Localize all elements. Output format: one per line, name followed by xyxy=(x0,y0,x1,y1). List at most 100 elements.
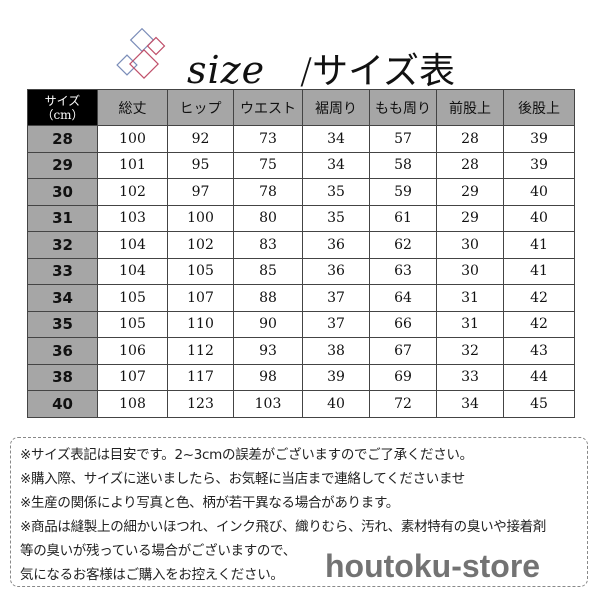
size-table: サイズ （cm） 総丈 ヒップ ウエスト 裾周り もも周り 前股上 後股上 28 1… xyxy=(27,89,575,418)
measurement-cell: 31 xyxy=(436,310,504,338)
measurement-cell: 44 xyxy=(503,363,575,391)
measurement-cell: 102 xyxy=(97,178,168,206)
diamond-logo-icon xyxy=(116,27,166,79)
measurement-cell: 40 xyxy=(503,178,575,206)
size-cell: 34 xyxy=(27,284,98,312)
measurement-cell: 103 xyxy=(97,204,168,232)
measurement-cell: 104 xyxy=(97,231,168,259)
measurement-cell: 100 xyxy=(167,204,234,232)
column-header: 前股上 xyxy=(436,89,504,126)
note-line: 気になるお客様はご購入をお控えください。 xyxy=(20,567,284,583)
measurement-cell: 37 xyxy=(302,310,370,338)
size-cell: 36 xyxy=(27,337,98,365)
measurement-cell: 108 xyxy=(97,390,168,418)
measurement-cell: 31 xyxy=(436,284,504,312)
measurement-cell: 117 xyxy=(167,363,234,391)
title-japanese: /サイズ表 xyxy=(300,52,455,92)
size-cell: 32 xyxy=(27,231,98,259)
table-row: 31 103 100 80 35 61 29 40 xyxy=(27,204,575,232)
measurement-cell: 28 xyxy=(436,151,504,179)
note-line: ※生産の関係により写真と色、柄が若干異なる場合があります。 xyxy=(20,495,399,511)
measurement-cell: 40 xyxy=(503,204,575,232)
size-header-line2: （cm） xyxy=(41,107,84,122)
measurement-cell: 30 xyxy=(436,257,504,285)
measurement-cell: 39 xyxy=(503,125,575,153)
table-body: 28 100 92 73 34 57 28 39 29 101 95 75 34 58 28 39 30 102 9… xyxy=(27,125,575,418)
measurement-cell: 78 xyxy=(233,178,303,206)
measurement-cell: 107 xyxy=(167,284,234,312)
size-chart-title: size /サイズ表 xyxy=(0,22,600,92)
measurement-cell: 32 xyxy=(436,337,504,365)
measurement-cell: 85 xyxy=(233,257,303,285)
measurement-cell: 73 xyxy=(233,125,303,153)
measurement-cell: 57 xyxy=(369,125,437,153)
measurement-cell: 41 xyxy=(503,231,575,259)
table-row: 28 100 92 73 34 57 28 39 xyxy=(27,125,575,153)
measurement-cell: 39 xyxy=(503,151,575,179)
measurement-cell: 80 xyxy=(233,204,303,232)
column-header: 裾周り xyxy=(302,89,370,126)
measurement-cell: 88 xyxy=(233,284,303,312)
measurement-cell: 93 xyxy=(233,337,303,365)
table-row: 29 101 95 75 34 58 28 39 xyxy=(27,151,575,179)
measurement-cell: 59 xyxy=(369,178,437,206)
measurement-cell: 66 xyxy=(369,310,437,338)
measurement-cell: 69 xyxy=(369,363,437,391)
measurement-cell: 58 xyxy=(369,151,437,179)
measurement-cell: 43 xyxy=(503,337,575,365)
title-japanese-text: サイズ表 xyxy=(312,51,456,92)
measurement-cell: 92 xyxy=(167,125,234,153)
column-header: ウエスト xyxy=(233,89,303,126)
table-row: 34 105 107 88 37 64 31 42 xyxy=(27,284,575,312)
measurement-cell: 45 xyxy=(503,390,575,418)
measurement-cell: 42 xyxy=(503,284,575,312)
measurement-cell: 38 xyxy=(302,337,370,365)
title-separator: / xyxy=(300,51,313,92)
measurement-cell: 90 xyxy=(233,310,303,338)
measurement-cell: 42 xyxy=(503,310,575,338)
size-cell: 40 xyxy=(27,390,98,418)
measurement-cell: 112 xyxy=(167,337,234,365)
title-script: size xyxy=(187,48,266,92)
note-line: ※商品は縫製上の細かいほつれ、インク飛び、織りむら、汚れ、素材特有の臭いや接着剤 xyxy=(20,519,547,535)
note-line: 等の臭いが残っている場合がございますので、 xyxy=(20,543,296,559)
measurement-cell: 40 xyxy=(302,390,370,418)
measurement-cell: 29 xyxy=(436,204,504,232)
measurement-cell: 34 xyxy=(302,151,370,179)
measurement-cell: 97 xyxy=(167,178,234,206)
measurement-cell: 37 xyxy=(302,284,370,312)
size-cell: 28 xyxy=(27,125,98,153)
size-cell: 35 xyxy=(27,310,98,338)
measurement-cell: 100 xyxy=(97,125,168,153)
column-header: もも周り xyxy=(369,89,437,126)
measurement-cell: 110 xyxy=(167,310,234,338)
measurement-cell: 105 xyxy=(97,284,168,312)
note-line: ※購入際、サイズに迷いましたら、お気軽に当店まで連絡してくださいませ xyxy=(20,471,465,487)
measurement-cell: 106 xyxy=(97,337,168,365)
column-header: 後股上 xyxy=(503,89,575,126)
measurement-cell: 105 xyxy=(167,257,234,285)
size-cell: 30 xyxy=(27,178,98,206)
measurement-cell: 35 xyxy=(302,178,370,206)
measurement-cell: 83 xyxy=(233,231,303,259)
note-line: ※サイズ表記は目安です。2~3cmの誤差がございますのでご了承ください。 xyxy=(20,447,473,463)
table-row: 38 107 117 98 39 69 33 44 xyxy=(27,363,575,391)
measurement-cell: 72 xyxy=(369,390,437,418)
measurement-cell: 105 xyxy=(97,310,168,338)
measurement-cell: 36 xyxy=(302,231,370,259)
size-cell: 31 xyxy=(27,204,98,232)
measurement-cell: 35 xyxy=(302,204,370,232)
notes-box: ※サイズ表記は目安です。2~3cmの誤差がございますのでご了承ください。 ※購入… xyxy=(10,437,588,587)
table-row: 30 102 97 78 35 59 29 40 xyxy=(27,178,575,206)
measurement-cell: 98 xyxy=(233,363,303,391)
size-cell: 33 xyxy=(27,257,98,285)
measurement-cell: 34 xyxy=(302,125,370,153)
measurement-cell: 123 xyxy=(167,390,234,418)
measurement-cell: 63 xyxy=(369,257,437,285)
size-header-line1: サイズ xyxy=(44,93,81,108)
measurement-cell: 28 xyxy=(436,125,504,153)
table-header-row: サイズ （cm） 総丈 ヒップ ウエスト 裾周り もも周り 前股上 後股上 xyxy=(27,89,575,126)
measurement-cell: 33 xyxy=(436,363,504,391)
table-row: 33 104 105 85 36 63 30 41 xyxy=(27,257,575,285)
measurement-cell: 95 xyxy=(167,151,234,179)
